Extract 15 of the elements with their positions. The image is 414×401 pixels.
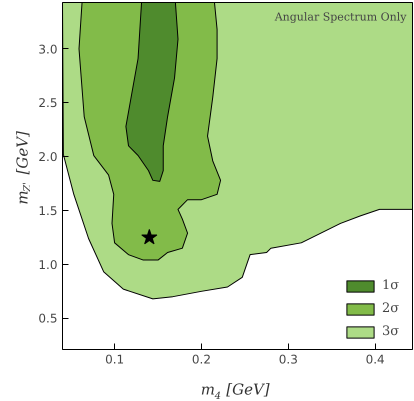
legend-label: 1σ: [382, 278, 400, 293]
y-tick-label: 0.5: [38, 312, 58, 326]
y-tick-label: 3.0: [38, 42, 58, 56]
legend-label: 3σ: [382, 324, 400, 339]
y-tick-label: 2.5: [38, 96, 58, 110]
y-axis-title: mZ' [GeV]: [14, 130, 34, 205]
annotation: Angular Spectrum Only: [274, 10, 408, 24]
x-tick-label: 0.4: [366, 352, 385, 366]
x-tick-label: 0.2: [192, 352, 212, 366]
y-tick-label: 1.0: [38, 258, 58, 272]
y-tick-label: 1.5: [38, 204, 58, 218]
legend-label: 2σ: [382, 301, 400, 316]
x-tick-label: 0.3: [278, 352, 298, 366]
y-tick-label: 2.0: [38, 150, 58, 164]
x-tick-label: 0.1: [105, 352, 124, 366]
